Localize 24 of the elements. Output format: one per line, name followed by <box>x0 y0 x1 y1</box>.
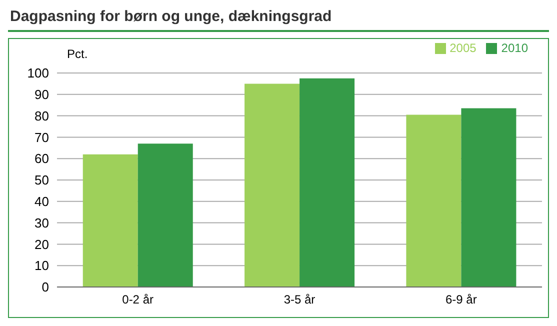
bar <box>406 114 462 287</box>
chart-title: Dagpasning for børn og unge, dækningsgrad <box>8 8 549 32</box>
x-tick-label: 6-9 år <box>445 292 477 307</box>
y-tick-label: 30 <box>34 215 49 230</box>
bar <box>138 144 193 287</box>
y-tick-label: 10 <box>34 258 49 274</box>
y-tick-label: 70 <box>34 130 49 145</box>
x-tick-label: 0-2 år <box>122 292 154 307</box>
y-tick-label: 100 <box>27 66 49 81</box>
y-tick-label: 50 <box>34 172 49 188</box>
y-axis-title: Pct. <box>67 47 88 61</box>
legend-label: 2010 <box>501 41 528 55</box>
y-tick-label: 0 <box>42 280 49 295</box>
bar <box>244 84 300 287</box>
bar <box>300 78 355 287</box>
x-tick-label: 3-5 år <box>284 292 316 307</box>
y-tick-label: 90 <box>34 87 49 102</box>
bar <box>82 154 138 287</box>
bar <box>461 108 516 287</box>
y-tick-label: 40 <box>34 194 49 210</box>
y-tick-label: 80 <box>34 108 49 124</box>
y-tick-label: 60 <box>34 151 49 166</box>
legend-label: 2005 <box>450 41 476 55</box>
y-tick-label: 20 <box>34 236 49 252</box>
